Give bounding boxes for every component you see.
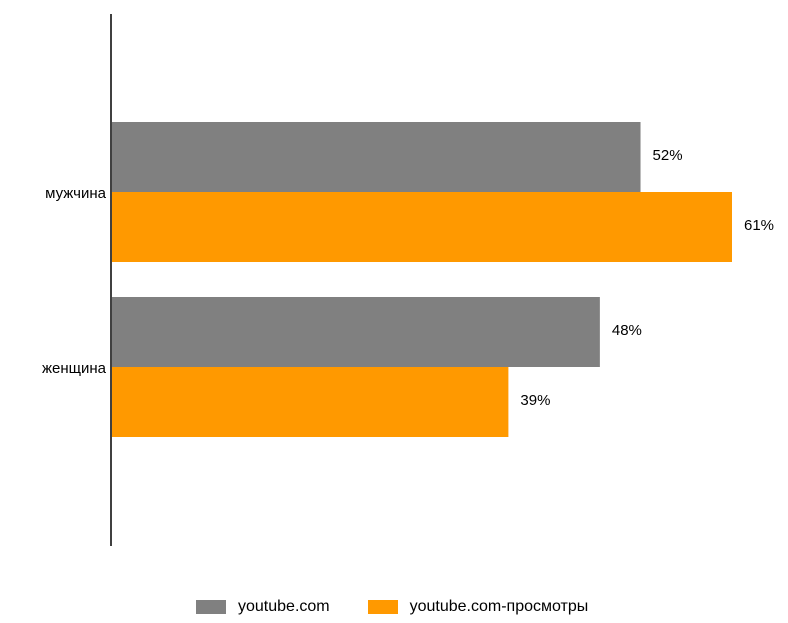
- bar-2-1: [112, 192, 732, 262]
- legend-item-series-1: youtube.com: [196, 598, 330, 616]
- bar-1-2: [112, 297, 600, 367]
- legend-swatch-series-2: [367, 600, 398, 614]
- bar-chart: мужчина 52% 61% женщина 48% 39%: [42, 14, 774, 546]
- category-label-1: мужчина: [45, 185, 106, 202]
- bar-2-2: [112, 367, 509, 437]
- legend-label-series-2: youtube.com-просмотры: [409, 598, 589, 615]
- labels-group: мужчина 52% 61% женщина 48% 39%: [42, 147, 774, 409]
- data-label-2-2: 39%: [520, 392, 550, 409]
- legend: youtube.com youtube.com-просмотры: [196, 598, 626, 616]
- data-label-1-1: 52%: [653, 147, 683, 164]
- bar-1-1: [112, 122, 641, 192]
- legend-item-series-2: youtube.com-просмотры: [367, 598, 589, 616]
- data-label-2-1: 61%: [744, 217, 774, 234]
- legend-label-series-1: youtube.com: [238, 598, 330, 615]
- bars-group: [112, 122, 732, 437]
- legend-swatch-series-1: [196, 600, 226, 614]
- data-label-1-2: 48%: [612, 322, 642, 339]
- category-label-2: женщина: [42, 360, 107, 377]
